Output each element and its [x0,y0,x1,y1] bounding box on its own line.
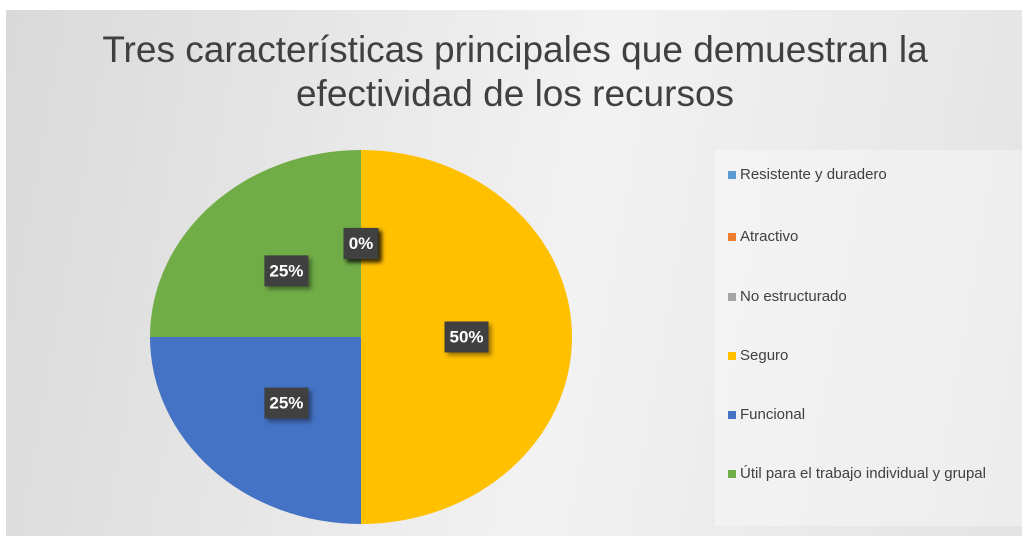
legend-label: No estructurado [740,288,847,305]
legend-item: Funcional [728,405,1028,425]
data-label-box [444,321,489,353]
data-label-text: 0% [349,234,374,253]
legend-item: No estructurado [728,287,1028,307]
data-label-text: 50% [449,327,483,346]
legend-item: Útil para el trabajo individual y grupal [728,464,1028,484]
legend-swatch [728,233,736,241]
legend-item: Seguro [728,346,1028,366]
data-label-text: 25% [269,261,303,280]
legend-label: Resistente y duradero [740,166,887,183]
legend-item: Atractivo [728,227,1028,247]
legend-item: Resistente y duradero [728,165,1028,185]
legend-label: Atractivo [740,228,799,245]
data-label: 25% [264,387,309,419]
legend-swatch [728,293,736,301]
pie-slice [150,150,361,337]
legend-swatch [728,171,736,179]
data-label-box [343,227,379,259]
legend: Resistente y duradero Atractivo No estruct… [715,150,1022,526]
legend-swatch [728,411,736,419]
data-label-box [264,387,309,419]
data-label: 50% [444,321,489,353]
legend-label: Seguro [740,347,789,364]
data-label: 25% [264,255,309,287]
legend-label: Funcional [740,406,806,423]
chart-title: Tres características principales que dem… [102,29,928,114]
data-label-box [264,255,309,287]
data-label-text: 25% [269,394,303,413]
legend-label: Útil para el trabajo individual y grupal [740,465,986,482]
pie-slice [150,337,361,524]
legend-swatch [728,470,736,478]
data-label: 0% [343,227,379,259]
legend-swatch [728,352,736,360]
